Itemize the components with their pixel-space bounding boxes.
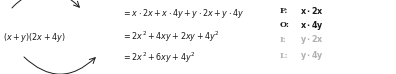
Text: I:: I: bbox=[280, 36, 287, 44]
Text: O:: O: bbox=[280, 21, 290, 29]
Text: L:: L: bbox=[280, 52, 289, 60]
Text: F:: F: bbox=[280, 7, 288, 15]
Text: $\mathbf{y \cdot 2x}$: $\mathbf{y \cdot 2x}$ bbox=[300, 34, 324, 46]
Text: $(x + y)(2x + 4y)$: $(x + y)(2x + 4y)$ bbox=[3, 30, 65, 44]
Text: $\mathbf{x \cdot 2x}$: $\mathbf{x \cdot 2x}$ bbox=[300, 5, 324, 17]
Text: $= 2x^2 + 4xy + 2xy + 4y^2$: $= 2x^2 + 4xy + 2xy + 4y^2$ bbox=[122, 30, 220, 44]
Text: $\mathbf{x \cdot 4y}$: $\mathbf{x \cdot 4y}$ bbox=[300, 18, 324, 32]
Text: $\mathbf{y \cdot 4y}$: $\mathbf{y \cdot 4y}$ bbox=[300, 50, 324, 63]
Text: $= x \cdot 2x + x \cdot 4y + y \cdot 2x + y \cdot 4y$: $= x \cdot 2x + x \cdot 4y + y \cdot 2x … bbox=[122, 7, 244, 20]
Text: $= 2x^2 + 6xy + 4y^2$: $= 2x^2 + 6xy + 4y^2$ bbox=[122, 51, 195, 65]
